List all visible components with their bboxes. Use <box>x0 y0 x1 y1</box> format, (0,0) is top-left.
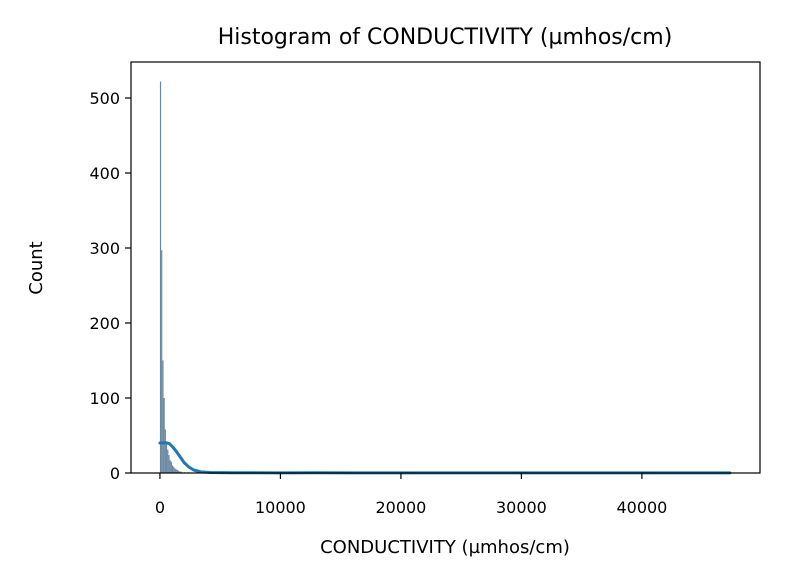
y-tick-label: 500 <box>89 89 120 108</box>
histogram-bar <box>164 429 166 473</box>
histogram-bar <box>163 398 165 473</box>
y-tick-label: 200 <box>89 314 120 333</box>
histogram-bar <box>162 360 164 473</box>
histogram-bar <box>173 467 175 473</box>
x-tick-label: 10000 <box>255 498 306 517</box>
histogram-bar <box>167 449 169 473</box>
y-tick-label: 0 <box>110 464 120 483</box>
x-tick-label: 30000 <box>496 498 547 517</box>
x-tick-label: 0 <box>155 498 165 517</box>
y-tick-label: 400 <box>89 164 120 183</box>
histogram-bar <box>174 468 176 473</box>
histogram-bar <box>176 470 178 473</box>
y-axis-label: Count <box>26 241 47 294</box>
histogram-bar <box>169 460 171 473</box>
y-axis-ticks: 0 100 200 300 400 500 <box>89 89 131 483</box>
y-tick-label: 300 <box>89 239 120 258</box>
histogram-bar <box>179 471 181 473</box>
histogram-bar <box>161 250 163 473</box>
histogram-bar <box>165 441 168 473</box>
chart-title: Histogram of CONDUCTIVITY (µmhos/cm) <box>218 25 673 50</box>
x-tick-label: 40000 <box>616 498 667 517</box>
histogram-bar <box>170 461 172 473</box>
histogram-bar <box>168 455 170 473</box>
plot-area <box>130 61 761 475</box>
y-tick-label: 100 <box>89 389 120 408</box>
histogram-bar <box>175 469 177 473</box>
histogram-bar <box>171 465 174 473</box>
histogram-bar <box>159 81 162 473</box>
histogram-bar <box>177 470 180 473</box>
x-axis-ticks: 0 10000 20000 30000 40000 <box>155 473 667 517</box>
plot-background <box>131 62 760 473</box>
histogram-bar <box>180 471 182 473</box>
x-axis-label: CONDUCTIVITY (µmhos/cm) <box>320 537 570 558</box>
plot-frame <box>130 61 761 474</box>
x-tick-label: 20000 <box>375 498 426 517</box>
histogram-bars <box>159 81 317 473</box>
